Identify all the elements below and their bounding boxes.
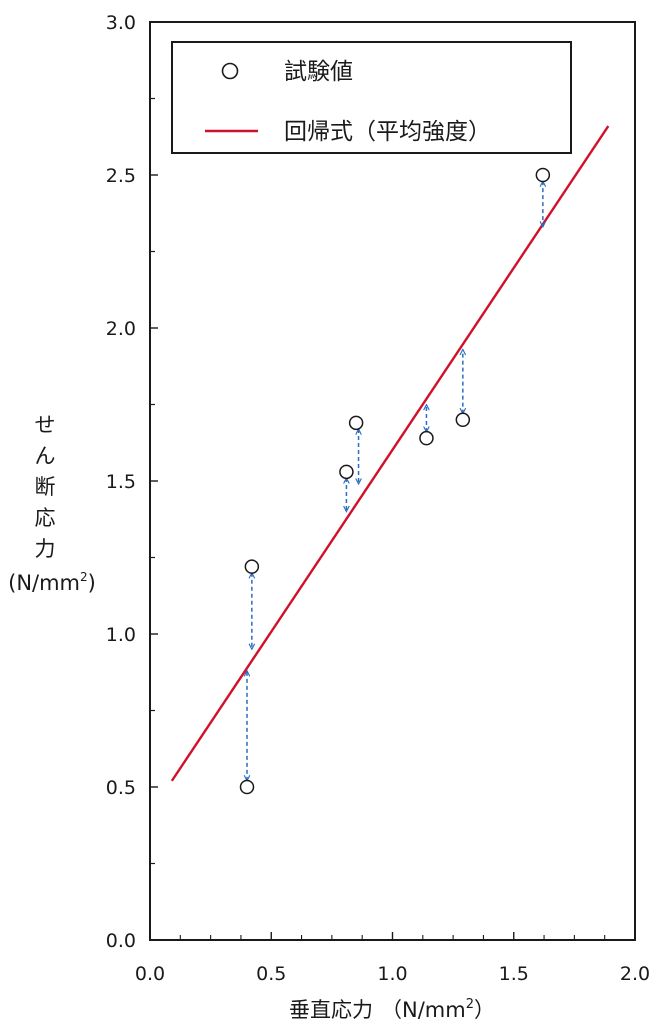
data-point [339, 464, 354, 480]
x-unit-open: （N/mm [381, 998, 466, 1022]
axis-ticks: 0.0 0.5 1.0 1.5 2.0 2.5 3.0 0.0 0.5 1.0 1.5 2.0 [106, 12, 650, 985]
data-point [419, 430, 434, 446]
x-tick-label: 0.0 [135, 963, 165, 985]
x-tick-label: 1.5 [499, 963, 529, 985]
y-tick-label: 0.5 [106, 777, 136, 799]
y-tick-label: 2.0 [106, 318, 136, 340]
residual-arrows [247, 181, 543, 781]
legend-label-test-values: 試験値 [284, 59, 353, 85]
x-tick-label: 2.0 [620, 963, 650, 985]
data-point [455, 412, 471, 428]
y-tick-label: 2.5 [106, 165, 136, 187]
data-point [244, 559, 260, 574]
y-axis-label-char-4: 応 [35, 506, 56, 530]
y-tick-label: 0.0 [106, 930, 136, 952]
data-point [535, 167, 551, 183]
y-tick-label: 1.0 [106, 624, 136, 646]
y-axis-label-char-2: ん [35, 444, 56, 468]
legend-box [171, 41, 572, 154]
x-axis-label: 垂直応力 （N/mm2） [289, 997, 495, 1022]
data-point [348, 415, 364, 431]
data-point [239, 779, 255, 795]
y-unit-open: (N/mm [8, 571, 80, 595]
legend-label-regression: 回帰式（平均強度） [284, 119, 491, 145]
y-unit-sup: 2 [80, 570, 88, 584]
y-unit-close: ) [88, 571, 96, 595]
plot-frame [149, 21, 636, 941]
x-tick-label: 0.5 [256, 963, 286, 985]
y-axis-label: せ ん 断 応 力 (N/mm2) [8, 413, 96, 595]
y-tick-label: 1.5 [106, 471, 136, 493]
y-axis-label-char-5: 力 [35, 537, 56, 561]
y-axis-label-unit: (N/mm2) [8, 570, 96, 595]
y-tick-label: 3.0 [106, 12, 136, 34]
y-axis-label-char-3: 断 [35, 475, 56, 499]
x-unit-close: ） [474, 998, 495, 1022]
y-axis-label-char-1: せ [35, 413, 56, 437]
legend: 試験値 回帰式（平均強度） [171, 41, 572, 154]
x-label-main: 垂直応力 [289, 998, 373, 1022]
x-tick-label: 1.0 [377, 963, 407, 985]
x-unit-sup: 2 [466, 997, 474, 1012]
legend-circle-marker [221, 62, 239, 80]
scatter-points [239, 167, 551, 795]
